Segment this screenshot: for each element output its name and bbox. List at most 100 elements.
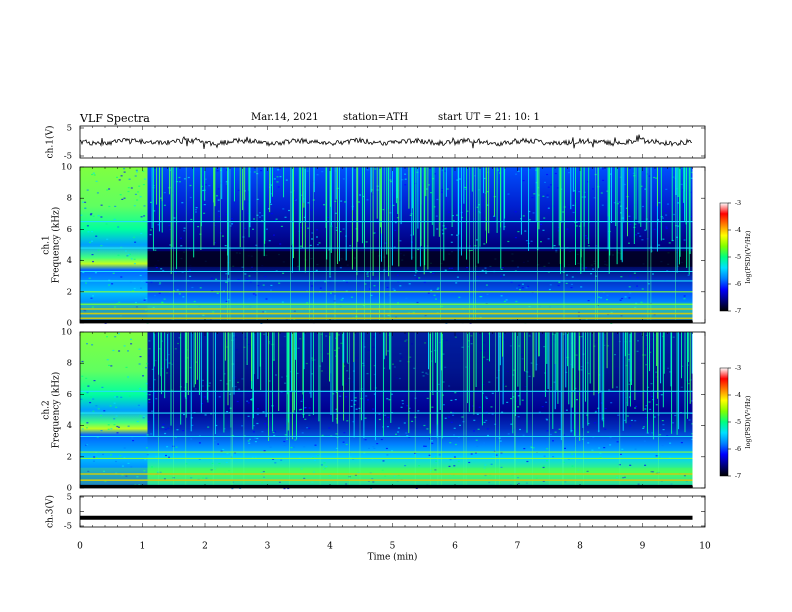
ch2-speckle: [303, 407, 306, 409]
ch1-speckle: [557, 284, 560, 287]
ch1-low-band: [80, 302, 693, 320]
ch1-ytick-label: 4: [67, 256, 72, 266]
ch1-speckle: [203, 204, 206, 206]
ch1-speckle: [573, 190, 576, 192]
ch2-speckle: [535, 363, 538, 366]
ch1-speckle: [468, 250, 471, 252]
ch2-speckle: [687, 383, 690, 385]
ch2-speckle: [454, 336, 457, 338]
ch2-speckle: [448, 474, 451, 476]
ch2-speckle: [144, 459, 147, 461]
ch2-speckle: [507, 433, 510, 435]
ch2-speckle: [225, 340, 228, 342]
ch1-speckle: [430, 192, 433, 194]
ch1-speckle: [408, 283, 411, 285]
ch1-speckle: [140, 232, 143, 235]
ch1-speckle: [191, 286, 194, 289]
ch1-speckle: [405, 297, 408, 299]
ch1-speckle: [441, 305, 443, 307]
ch2-speckle: [473, 419, 476, 421]
ch2-speckle: [607, 348, 610, 350]
ch2-speckle: [491, 413, 494, 415]
ch2-dark-upper: [147, 332, 693, 392]
ch2-speckle: [344, 361, 347, 364]
ch1-speckle: [173, 290, 175, 292]
ch1-speckle: [335, 227, 338, 229]
ch2-speckle: [442, 381, 445, 383]
ch2-speckle: [368, 447, 370, 449]
ch2-speckle: [441, 394, 444, 396]
ch2-speckle: [545, 418, 548, 420]
ch1-speckle: [628, 215, 631, 217]
ch1-speckle: [427, 292, 430, 294]
ch2-speckle: [367, 399, 369, 401]
ch2-speckle: [552, 456, 555, 458]
ch2-speckle: [294, 439, 297, 441]
ch2-speckle: [305, 362, 308, 365]
ch1-speckle: [257, 285, 260, 287]
ch1-speckle: [128, 178, 131, 180]
ch1-speckle: [549, 284, 552, 286]
ch1-speckle: [645, 218, 648, 220]
ch2-speckle: [457, 436, 460, 438]
ch2-speckle: [649, 408, 652, 410]
ch1-speckle: [672, 176, 675, 178]
ch2-speckle: [425, 372, 428, 374]
ch1-speckle: [300, 194, 303, 196]
ch2-speckle: [517, 482, 520, 485]
ch1-cbar-tick-label: -5: [735, 253, 741, 261]
ch2-speckle: [485, 396, 488, 398]
ch2-speckle: [524, 370, 527, 372]
ch1-speckle: [210, 277, 213, 279]
ch1-speckle: [80, 259, 83, 261]
ch1-speckle: [572, 211, 575, 214]
ch1-speckle: [396, 274, 399, 276]
ch1-speckle: [444, 228, 447, 230]
ch2-speckle: [542, 480, 545, 482]
ch2-speckle: [597, 407, 600, 409]
ch1-speckle: [554, 172, 557, 175]
ch2-speckle: [680, 386, 683, 388]
ch2-speckle: [123, 345, 126, 347]
ch1-speckle: [557, 230, 560, 232]
ch2-speckle: [461, 416, 464, 418]
ch2-speckle: [542, 466, 545, 469]
ch2-speckle: [485, 397, 488, 399]
ch2-speckle: [660, 394, 663, 396]
ch2-speckle: [580, 366, 583, 368]
ch1-speckle: [562, 211, 565, 213]
ch1-speckle: [519, 289, 521, 291]
ch2-speckle: [120, 396, 123, 398]
ch1-speckle: [583, 191, 586, 193]
ch1-speckle: [273, 234, 275, 236]
ch1-speckle: [225, 300, 228, 302]
ch1-speckle: [487, 171, 490, 173]
ch1-speckle: [311, 285, 313, 287]
ch2-speckle: [381, 469, 384, 471]
ch1-speckle: [450, 241, 453, 243]
ch1-speckle: [108, 279, 111, 281]
ch1-speckle: [260, 170, 263, 172]
ch2-speckle: [454, 399, 457, 401]
ch1-speckle: [306, 170, 309, 172]
ch2-speckle: [500, 452, 503, 454]
ch2-speckle: [634, 420, 637, 422]
ch1-cbar-tick-label: -6: [735, 280, 741, 288]
ch1-speckle: [342, 228, 345, 230]
ch2-speckle: [470, 343, 473, 345]
ch1-speckle: [197, 226, 200, 228]
ch2-speckle: [325, 335, 328, 337]
ch2-speckle: [628, 353, 630, 356]
ch2-speckle: [228, 380, 231, 382]
ch2-speckle: [649, 351, 652, 353]
ch1-speckle: [430, 289, 433, 291]
ch1-speckle: [142, 219, 145, 221]
ch1-speckle: [382, 209, 385, 211]
ch2-speckle: [323, 462, 326, 464]
ch2-speckle: [423, 445, 426, 447]
ch1-speckle: [628, 297, 631, 299]
ch2-speckle: [138, 484, 141, 486]
ch2-speckle: [311, 373, 313, 375]
ch1-speckle: [114, 306, 116, 308]
x-axis-label: Time (min): [368, 552, 418, 563]
